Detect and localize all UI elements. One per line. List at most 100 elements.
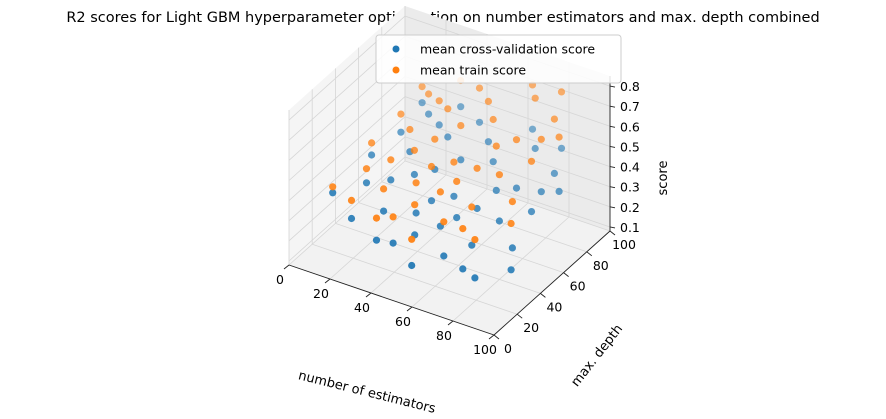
z-tick [609,226,616,229]
cv-score-point [531,144,539,153]
chart-title: R2 scores for Light GBM hyperparameter o… [66,10,819,26]
z-tick [609,105,616,108]
cv-score-point [471,274,479,282]
axis-lines [288,76,611,336]
train-score-point [412,179,420,187]
x-tick-label: 100 [473,342,497,357]
cv-score-point [425,110,433,118]
z-tick [609,146,616,148]
cv-score-point [408,261,416,270]
y-tick-label: 60 [570,279,586,294]
cv-score-point [475,118,484,126]
train-score-point [555,133,563,141]
cv-score-point [397,128,405,136]
z-tick-label: 0.3 [620,180,640,195]
train-score-point [527,157,536,165]
y-tick [609,230,616,236]
y-tick [493,334,500,340]
cv-score-point [347,214,356,223]
train-score-point [550,115,559,123]
cv-score-point [387,176,395,184]
z-tick [609,166,616,169]
y-tick [516,313,523,319]
cv-score-point [372,236,381,244]
z-grid-line [288,136,611,242]
y-tick [540,293,546,298]
z-tick-label: 0.2 [620,200,640,215]
train-score-point [468,203,476,211]
train-score-point [435,97,443,105]
cv-score-point [550,169,559,177]
x-tick-label: 80 [436,328,452,343]
floor-pane [289,161,610,335]
train-score-point [492,142,500,150]
train-score-point [347,196,356,204]
cv-score-point [389,239,397,247]
train-score-point [473,164,481,172]
cv-score-point [484,138,492,146]
cv-score-point [457,103,465,111]
x-axis-label: number of estimators [297,368,437,417]
cv-score-point [492,186,500,194]
train-score-point [457,122,465,130]
y-grid-line [311,89,518,315]
cv-score-point [459,265,467,273]
cv-score-point [418,99,426,107]
train-score-point [410,146,418,154]
train-score-point [427,162,436,171]
cv-score-point [450,192,458,200]
z-tick-label: 0.6 [620,119,640,134]
train-score-point [436,188,444,196]
train-score-point [489,115,497,124]
z-tick-label: 0.8 [620,79,640,94]
cv-score-point [412,209,420,217]
cv-score-point [528,125,537,133]
x-tick-label: 0 [276,272,284,287]
x-tick [488,334,495,340]
cv-score-point [507,266,515,274]
x-tick [365,292,372,298]
train-score-point [362,165,371,173]
cv-score-point [410,170,418,179]
legend-label-cv: mean cross-validation score [420,42,595,57]
cv-score-point [457,156,465,164]
x-tick [406,306,413,312]
cv-score-point [453,214,461,222]
legend: mean cross-validation score mean train s… [375,34,622,84]
y-grid-line [358,47,564,273]
tick-marks [283,85,616,340]
train-score-point [329,183,337,191]
legend-label-train: mean train score [420,63,526,78]
z-axis-label: score [656,161,671,196]
train-score-point [425,90,433,98]
cv-score-point [380,207,388,215]
cv-score-point [557,144,566,152]
z-grid-line [288,116,611,221]
train-score-point [484,97,492,105]
cv-score-point [527,208,536,216]
train-score-point [495,171,503,179]
z-grid-line [288,156,611,262]
train-score-point [387,156,395,164]
cv-score-point [489,158,497,166]
y-tick-label: 20 [523,320,539,335]
train-score-point [444,105,452,113]
train-score-point [440,218,448,226]
z-tick [609,206,616,209]
z-tick-label: 0.5 [620,139,640,154]
x-tick [324,278,331,284]
train-score-point [508,198,516,206]
z-tick [609,125,616,128]
train-score-point [372,214,381,222]
train-score-point [459,225,467,233]
z-tick-label: 0.1 [620,220,640,235]
x-tick-label: 20 [313,286,329,301]
train-score-point [397,110,405,118]
y-tick [563,272,569,277]
x-tick [283,264,290,270]
train-score-point [453,177,461,185]
x-tick-label: 60 [395,314,411,329]
cv-score-point [537,188,545,196]
x-tick-label: 40 [354,300,370,315]
train-score-point [411,201,419,209]
